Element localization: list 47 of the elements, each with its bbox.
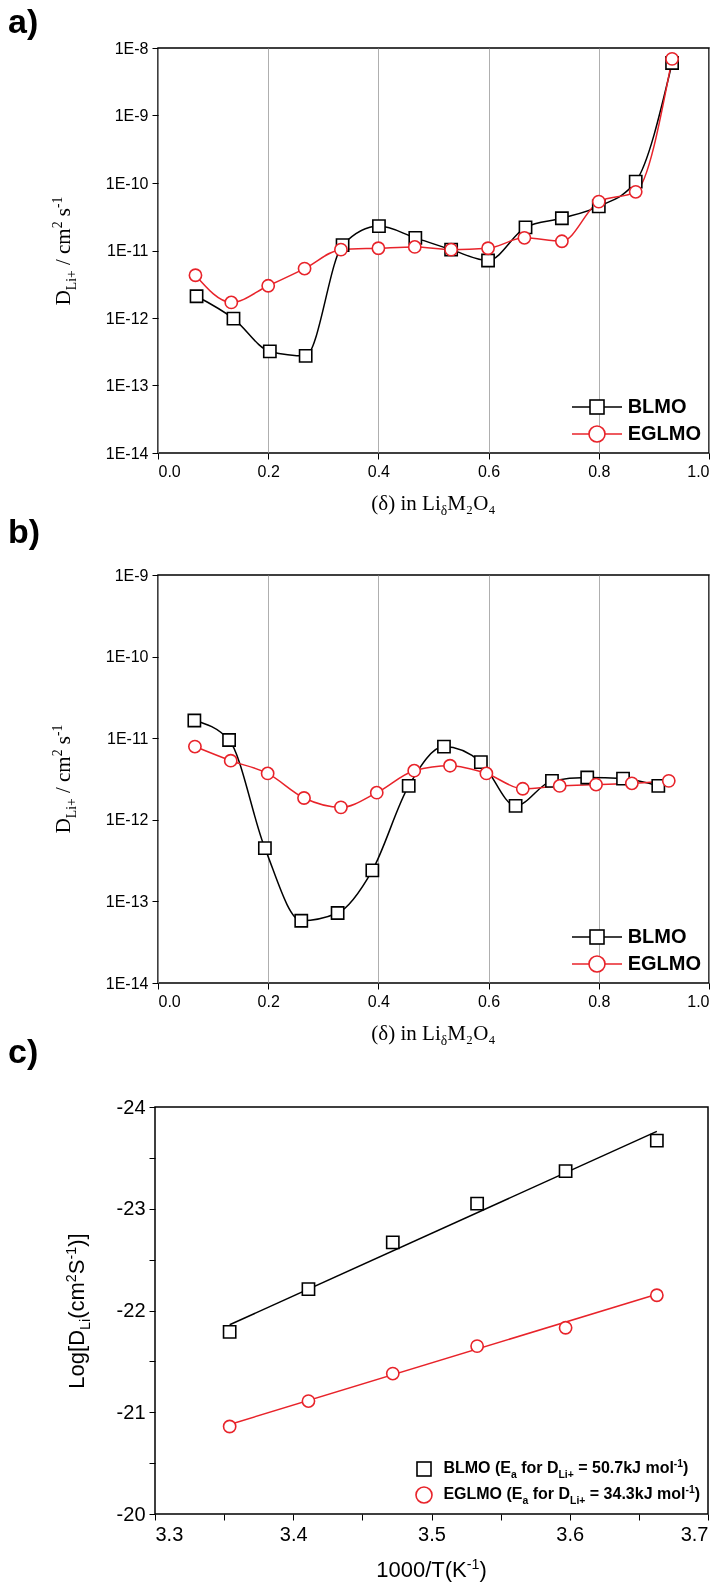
x-tick-label: 0.8 [588,992,611,1010]
x-axis-title: (δ) in Li$_{δ}$M₂O₄ [371,491,496,520]
y-tick-label: 1E-11 [106,729,149,747]
x-tick-label: 0.2 [257,462,280,480]
x-tick-label: 0.8 [588,462,611,480]
x-axis-title: (δ) in Li$_{δ}$M₂O₄ [371,1021,496,1050]
x-tick-label: 0.0 [158,992,181,1010]
legend-label: EGLMO [627,422,701,445]
x-tick-label: 3.4 [279,1522,308,1545]
y-tick-label: 1E-14 [105,444,149,462]
x-tick-label: 3.6 [556,1522,585,1545]
y-tick-label: 1E-10 [105,174,149,192]
chart-title: a) [8,2,39,41]
legend-label: BLMO [627,395,687,418]
x-tick-label: 1.0 [687,992,710,1010]
x-tick-label: 0.4 [367,462,391,480]
y-tick-label: 1E-13 [105,377,149,394]
x-tick-label: 0.0 [158,462,181,480]
x-tick-label: 3.5 [418,1522,446,1545]
x-tick-label: 0.2 [257,992,280,1010]
y-tick-label: 1E-12 [105,811,149,829]
x-tick-label: 0.6 [477,462,501,480]
y-tick-label: -22 [116,1299,146,1321]
legend-label: BLMO [627,925,687,948]
y-tick-label: 1E-13 [105,892,149,910]
y-tick-label: 1E-9 [114,107,149,124]
x-tick-label: 3.3 [155,1522,184,1545]
x-axis-title: 1000/T(K$^{-1}$) [376,1556,487,1584]
y-tick-label: 1E-8 [114,39,149,57]
y-tick-label: 1E-10 [105,648,149,666]
y-tick-label: -23 [116,1197,146,1220]
legend-label: BLMO (E$_{a}$ for D$_{Li+}$ = 50.7kJ mol$^{-1}$) [443,1458,689,1480]
x-tick-label: 0.4 [367,992,391,1010]
x-tick-label: 0.6 [477,992,501,1010]
y-tick-label: 1E-9 [114,566,149,584]
y-tick-label: 1E-11 [106,242,149,259]
chart-title: b) [8,512,41,551]
chart-title: c) [8,1032,39,1071]
y-tick-label: 1E-12 [105,309,149,327]
legend-label: EGLMO (E$_{a}$ for D$_{Li+}$ = 34.3kJ mol$^{-1}$) [443,1484,700,1506]
y-tick-label: -21 [116,1400,146,1423]
y-tick-label: 1E-14 [105,974,149,992]
y-tick-label: -24 [116,1095,146,1118]
legend-label: EGLMO [627,952,701,975]
x-tick-label: 1.0 [687,462,710,480]
x-tick-label: 3.7 [680,1522,709,1545]
y-tick-label: -20 [116,1502,146,1525]
